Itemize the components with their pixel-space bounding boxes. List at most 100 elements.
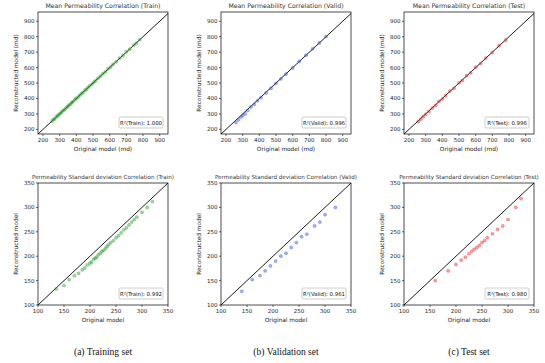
tick <box>299 305 300 307</box>
tick <box>219 183 221 184</box>
tick <box>36 231 38 232</box>
tick-label: 350 <box>346 308 357 314</box>
point <box>258 274 261 277</box>
tick <box>126 134 127 136</box>
tick-label: 500 <box>390 80 401 86</box>
point <box>135 42 138 45</box>
title: Permeability Standard deviation Correlat… <box>215 174 357 181</box>
point <box>469 71 472 74</box>
tick <box>219 256 221 257</box>
tick-label: 200 <box>207 253 218 259</box>
tick-label: 150 <box>390 278 401 284</box>
tick <box>219 207 221 208</box>
tick <box>534 305 535 307</box>
tick-label: 600 <box>390 65 401 71</box>
point <box>279 255 282 258</box>
annotation-box <box>119 288 163 299</box>
point <box>121 54 124 57</box>
caption: (c) Test set <box>448 347 490 358</box>
point <box>434 279 437 282</box>
tick-label: 900 <box>24 18 35 24</box>
point <box>444 94 447 97</box>
tick-label: 900 <box>207 18 218 24</box>
axis-label: Original model (md) <box>257 146 315 153</box>
point <box>140 211 143 214</box>
frame <box>404 12 534 134</box>
point <box>151 200 154 203</box>
identity-line <box>404 183 534 305</box>
point <box>491 232 494 235</box>
tick-label: 250 <box>24 229 35 235</box>
tick <box>36 256 38 257</box>
tick <box>59 134 60 136</box>
frame <box>404 183 534 305</box>
point <box>246 109 249 112</box>
point <box>464 256 467 259</box>
plot-area <box>221 14 351 134</box>
tick <box>402 129 404 130</box>
tick-label: 400 <box>254 137 265 143</box>
identity-line <box>221 14 351 134</box>
point <box>479 62 482 65</box>
tick-label: 400 <box>437 137 448 143</box>
point <box>504 39 507 42</box>
point <box>274 259 277 262</box>
point <box>323 213 326 216</box>
point <box>118 57 121 60</box>
tick-label: 500 <box>88 137 99 143</box>
point <box>127 223 130 226</box>
point <box>300 235 303 238</box>
tick <box>219 98 221 99</box>
point <box>467 252 470 255</box>
caption: (b) Validation set <box>253 347 319 358</box>
tick <box>482 305 483 307</box>
title: Mean Permeability Correlation (Train) <box>45 2 160 10</box>
tick <box>309 134 310 136</box>
point <box>501 224 504 227</box>
point <box>133 218 136 221</box>
point <box>483 239 486 242</box>
tick-label: 300 <box>54 137 65 143</box>
annotation-box <box>302 117 346 128</box>
tick-label: 100 <box>24 302 35 308</box>
annotation: R²(Valid): 0.961 <box>303 291 345 297</box>
point <box>427 110 430 113</box>
tick-label: 100 <box>216 308 227 314</box>
axis-label: Original model <box>448 317 491 324</box>
point <box>256 99 259 102</box>
tick <box>326 134 327 136</box>
panel: Mean Permeability Correlation (Test)2003… <box>379 2 534 153</box>
tick <box>36 52 38 53</box>
tick-label: 900 <box>337 137 348 143</box>
point <box>448 89 451 92</box>
tick <box>36 36 38 37</box>
point <box>474 66 477 69</box>
annotation: R²(Test): 0.996 <box>487 120 527 126</box>
point <box>73 274 76 277</box>
tick <box>402 21 404 22</box>
tick <box>509 134 510 136</box>
point <box>298 60 301 63</box>
point <box>486 236 489 239</box>
point <box>130 220 133 223</box>
tick-label: 200 <box>85 308 96 314</box>
tick-label: 700 <box>390 49 401 55</box>
tick <box>159 134 160 136</box>
point <box>417 120 420 123</box>
point <box>264 91 267 94</box>
annotation-box <box>119 117 163 128</box>
tick-label: 200 <box>404 137 415 143</box>
tick-label: 250 <box>390 229 401 235</box>
tick <box>402 280 404 281</box>
tick-label: 300 <box>207 204 218 210</box>
tick <box>116 305 117 307</box>
point <box>125 50 128 53</box>
axis-label: Original model (md) <box>440 146 498 153</box>
point <box>253 103 256 106</box>
point <box>264 269 267 272</box>
point <box>279 77 282 80</box>
tick-label: 300 <box>390 204 401 210</box>
tick-label: 350 <box>390 180 401 186</box>
point <box>94 79 97 82</box>
point <box>244 112 247 115</box>
